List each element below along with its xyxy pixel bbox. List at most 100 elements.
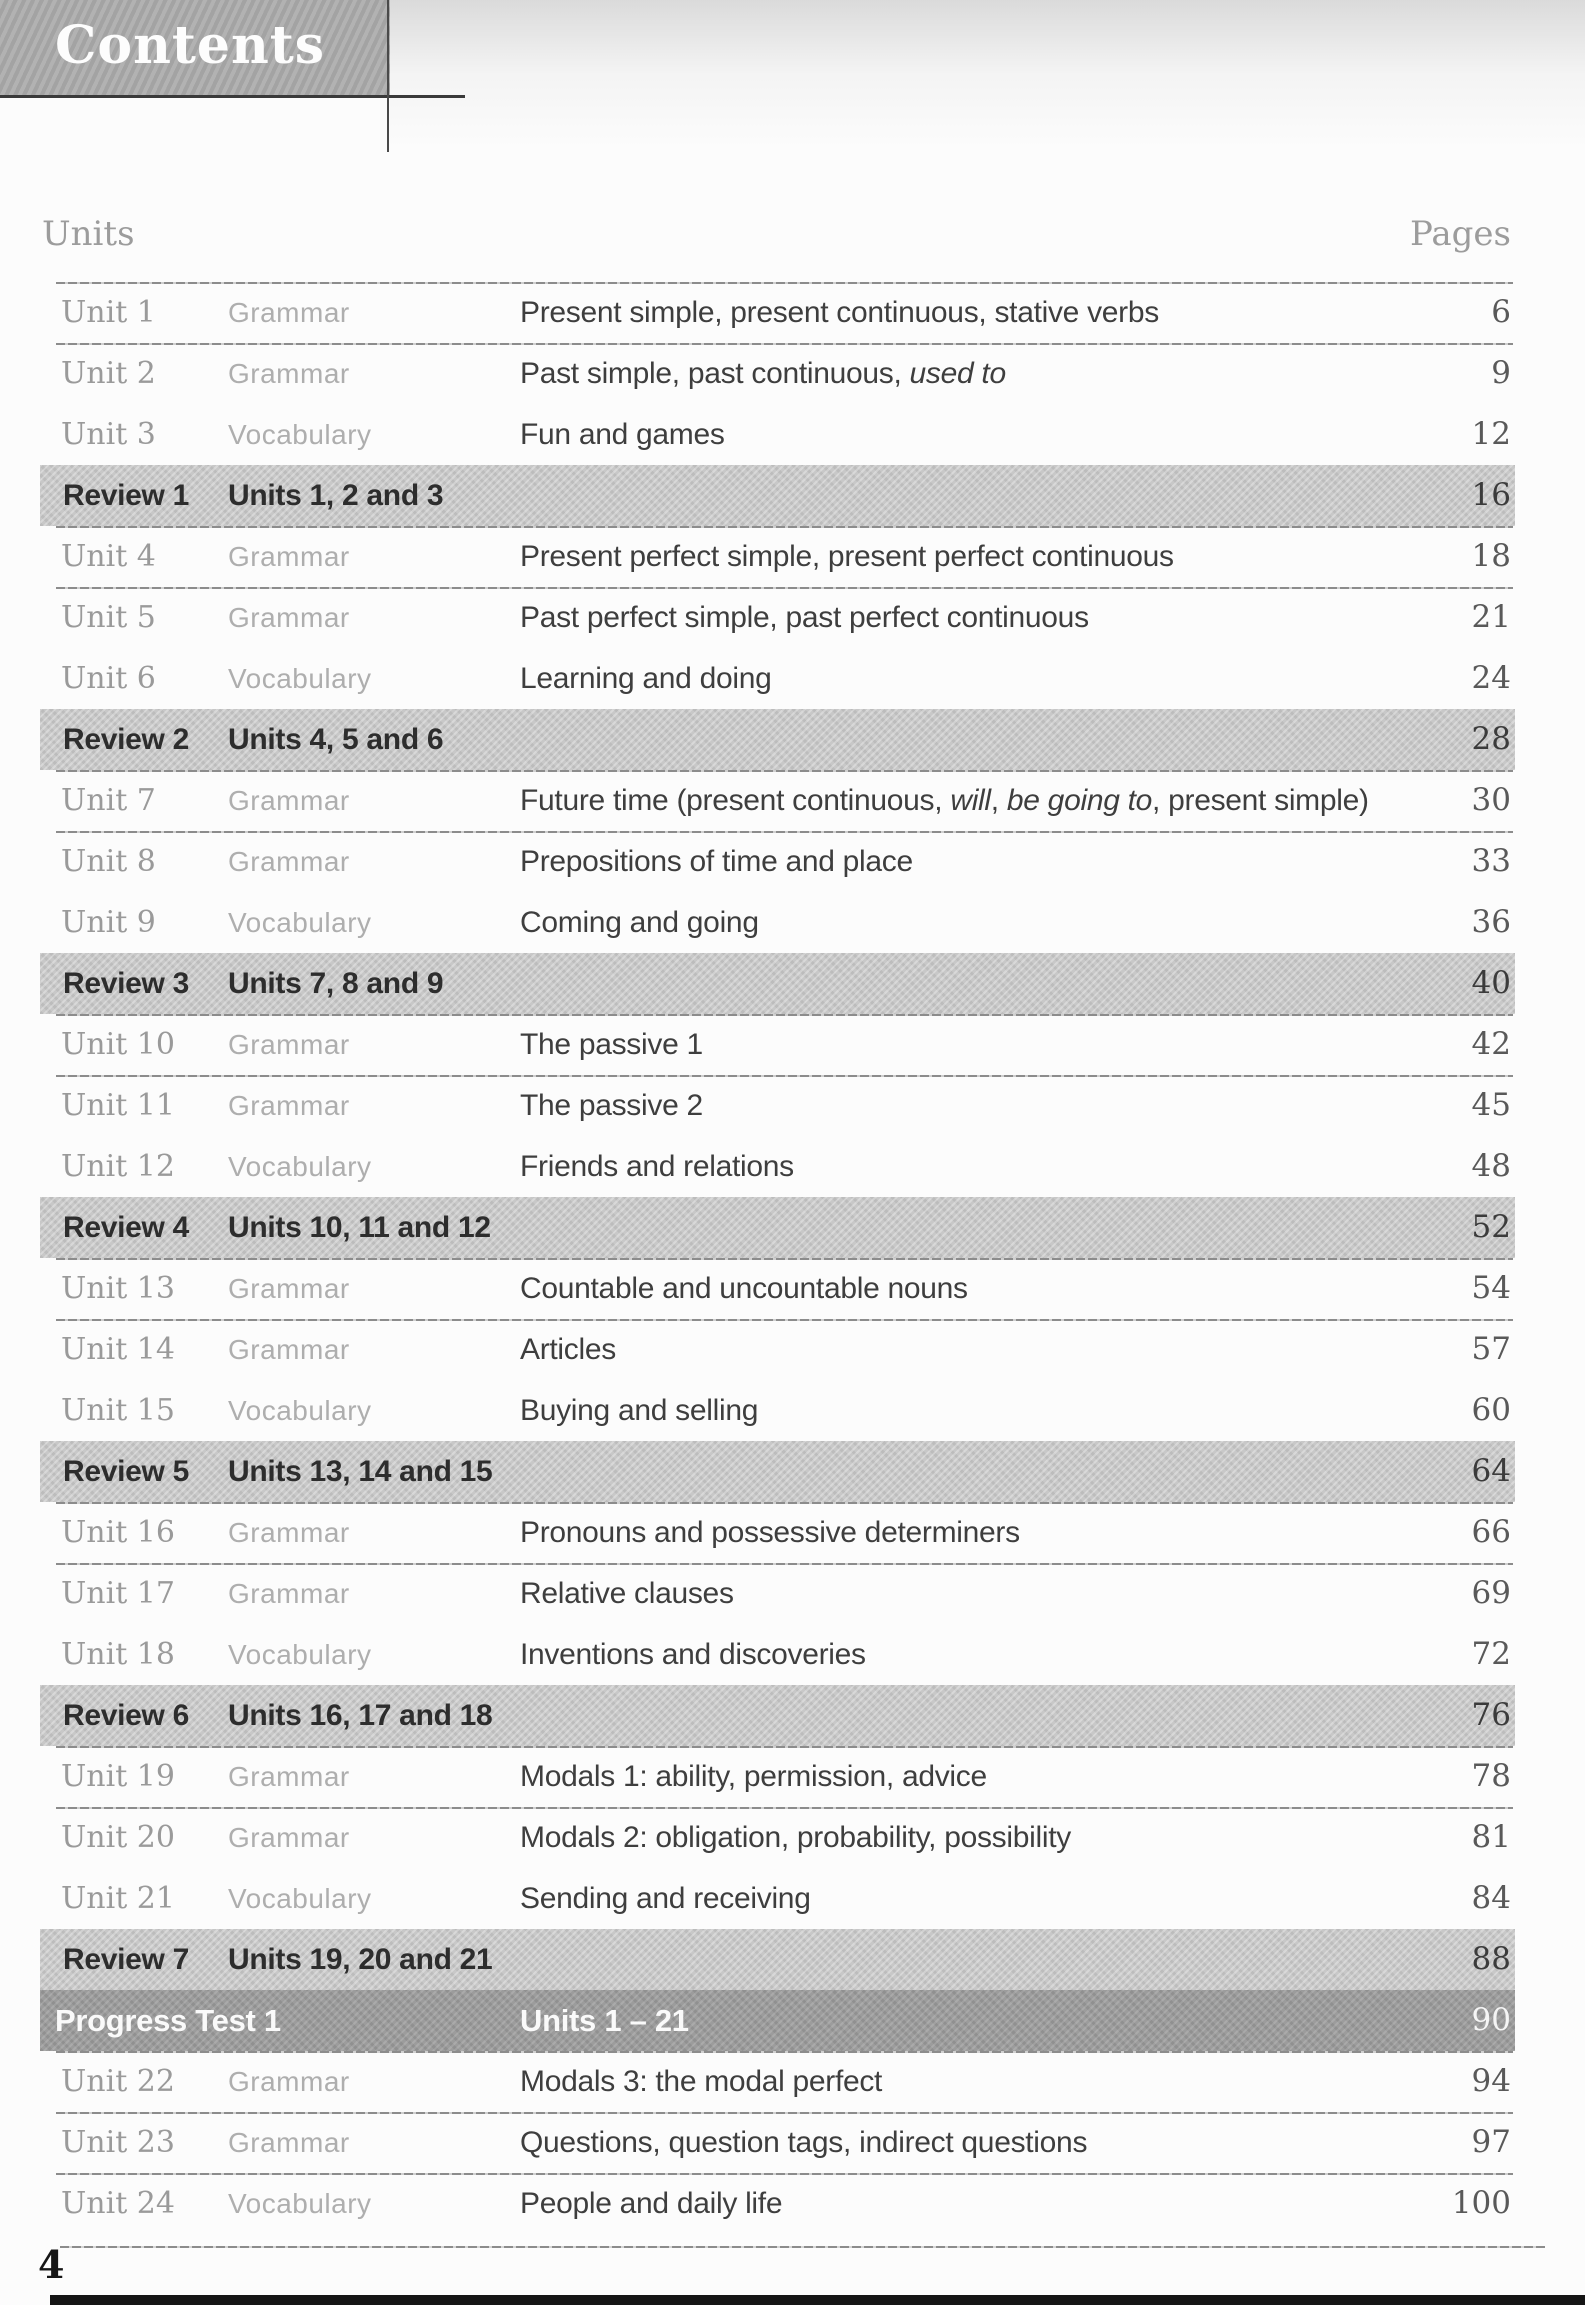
unit-page-number: 84: [1471, 1880, 1511, 1916]
unit-label: Unit 10: [61, 1027, 175, 1062]
unit-category: Grammar: [228, 785, 350, 816]
progress-test-label: Progress Test 1: [55, 2003, 281, 2038]
toc-unit-row: Unit 11 Grammar The passive 2 45: [40, 1075, 1515, 1136]
unit-category: Grammar: [228, 846, 350, 877]
unit-category: Vocabulary: [228, 1883, 372, 1914]
unit-category: Grammar: [228, 297, 350, 328]
toc-review-row: Review 7 Units 19, 20 and 21 88: [40, 1929, 1515, 1990]
row-divider: [56, 343, 1513, 345]
unit-page-number: 69: [1471, 1575, 1511, 1611]
unit-category: Vocabulary: [228, 1639, 372, 1670]
review-units: Units 7, 8 and 9: [228, 967, 444, 1000]
unit-label: Unit 6: [61, 661, 156, 696]
unit-topic: The passive 1: [520, 1028, 703, 1061]
unit-page-number: 6: [1491, 294, 1511, 330]
review-units: Units 10, 11 and 12: [228, 1211, 491, 1244]
unit-topic: Past perfect simple, past perfect contin…: [520, 601, 1089, 634]
unit-label: Unit 24: [61, 2186, 175, 2221]
row-divider: [56, 2173, 1513, 2175]
review-label: Review 1: [63, 479, 190, 512]
unit-page-number: 36: [1471, 904, 1511, 940]
unit-category: Grammar: [228, 1578, 350, 1609]
unit-label: Unit 19: [61, 1759, 175, 1794]
unit-label: Unit 11: [61, 1088, 175, 1123]
unit-page-number: 72: [1471, 1636, 1511, 1672]
unit-label: Unit 17: [61, 1576, 175, 1611]
unit-page-number: 81: [1471, 1819, 1511, 1855]
toc-unit-row: Unit 9 Vocabulary Coming and going 36: [40, 892, 1515, 953]
unit-topic: Relative clauses: [520, 1577, 734, 1610]
unit-topic: People and daily life: [520, 2187, 783, 2220]
unit-label: Unit 7: [61, 783, 156, 818]
toc-unit-row: Unit 15 Vocabulary Buying and selling 60: [40, 1380, 1515, 1441]
toc-review-row: Review 6 Units 16, 17 and 18 76: [40, 1685, 1515, 1746]
toc-review-row: Review 4 Units 10, 11 and 12 52: [40, 1197, 1515, 1258]
toc-rows: Unit 1 Grammar Present simple, present c…: [40, 282, 1515, 2234]
unit-page-number: 18: [1471, 538, 1511, 574]
toc-review-row: Review 1 Units 1, 2 and 3 16: [40, 465, 1515, 526]
review-units: Units 16, 17 and 18: [228, 1699, 493, 1732]
unit-category: Grammar: [228, 1334, 350, 1365]
toc-progress-test-row: Progress Test 1 Units 1 – 21 90: [40, 1990, 1515, 2051]
unit-page-number: 78: [1471, 1758, 1511, 1794]
unit-category: Grammar: [228, 1029, 350, 1060]
unit-topic: Articles: [520, 1333, 616, 1366]
row-divider: [56, 1563, 1513, 1565]
unit-label: Unit 2: [61, 356, 156, 391]
toc-unit-row: Unit 20 Grammar Modals 2: obligation, pr…: [40, 1807, 1515, 1868]
unit-category: Grammar: [228, 2066, 350, 2097]
review-label: Review 3: [63, 967, 190, 1000]
unit-page-number: 54: [1471, 1270, 1511, 1306]
unit-topic: Modals 1: ability, permission, advice: [520, 1760, 987, 1793]
toc-unit-row: Unit 12 Vocabulary Friends and relations…: [40, 1136, 1515, 1197]
row-divider: [56, 831, 1513, 833]
unit-page-number: 12: [1471, 416, 1511, 452]
review-label: Review 4: [63, 1211, 190, 1244]
review-units: Units 4, 5 and 6: [228, 723, 444, 756]
review-page-number: 64: [1471, 1453, 1511, 1489]
unit-page-number: 66: [1471, 1514, 1511, 1550]
toc-unit-row: Unit 23 Grammar Questions, question tags…: [40, 2112, 1515, 2173]
unit-category: Grammar: [228, 541, 350, 572]
unit-topic: Countable and uncountable nouns: [520, 1272, 968, 1305]
unit-label: Unit 18: [61, 1637, 175, 1672]
toc-unit-row: Unit 5 Grammar Past perfect simple, past…: [40, 587, 1515, 648]
row-divider: [56, 2051, 1513, 2053]
unit-topic: The passive 2: [520, 1089, 703, 1122]
toc-unit-row: Unit 10 Grammar The passive 1 42: [40, 1014, 1515, 1075]
toc-unit-row: Unit 13 Grammar Countable and uncountabl…: [40, 1258, 1515, 1319]
unit-label: Unit 14: [61, 1332, 175, 1367]
unit-label: Unit 23: [61, 2125, 175, 2160]
toc-unit-row: Unit 7 Grammar Future time (present cont…: [40, 770, 1515, 831]
unit-category: Grammar: [228, 1761, 350, 1792]
unit-page-number: 9: [1491, 355, 1511, 391]
unit-topic: Future time (present continuous, will, b…: [520, 784, 1369, 817]
unit-topic: Coming and going: [520, 906, 759, 939]
vertical-rule: [387, 0, 389, 152]
row-divider: [56, 526, 1513, 528]
toc-unit-row: Unit 19 Grammar Modals 1: ability, permi…: [40, 1746, 1515, 1807]
unit-label: Unit 5: [61, 600, 156, 635]
unit-category: Vocabulary: [228, 907, 372, 938]
header-rule: [0, 95, 465, 98]
toc-unit-row: Unit 14 Grammar Articles 57: [40, 1319, 1515, 1380]
toc-unit-row: Unit 17 Grammar Relative clauses 69: [40, 1563, 1515, 1624]
unit-page-number: 100: [1451, 2185, 1511, 2221]
unit-page-number: 42: [1471, 1026, 1511, 1062]
review-label: Review 5: [63, 1455, 190, 1488]
review-units: Units 13, 14 and 15: [228, 1455, 493, 1488]
review-label: Review 2: [63, 723, 190, 756]
unit-category: Grammar: [228, 602, 350, 633]
unit-category: Vocabulary: [228, 1151, 372, 1182]
progress-test-page-number: 90: [1471, 2002, 1511, 2038]
unit-topic: Buying and selling: [520, 1394, 759, 1427]
row-divider: [56, 1807, 1513, 1809]
review-page-number: 16: [1471, 477, 1511, 513]
toc-unit-row: Unit 16 Grammar Pronouns and possessive …: [40, 1502, 1515, 1563]
row-divider: [56, 587, 1513, 589]
unit-category: Vocabulary: [228, 419, 372, 450]
toc-review-row: Review 3 Units 7, 8 and 9 40: [40, 953, 1515, 1014]
unit-label: Unit 1: [61, 295, 156, 330]
unit-category: Grammar: [228, 1273, 350, 1304]
toc-unit-row: Unit 8 Grammar Prepositions of time and …: [40, 831, 1515, 892]
